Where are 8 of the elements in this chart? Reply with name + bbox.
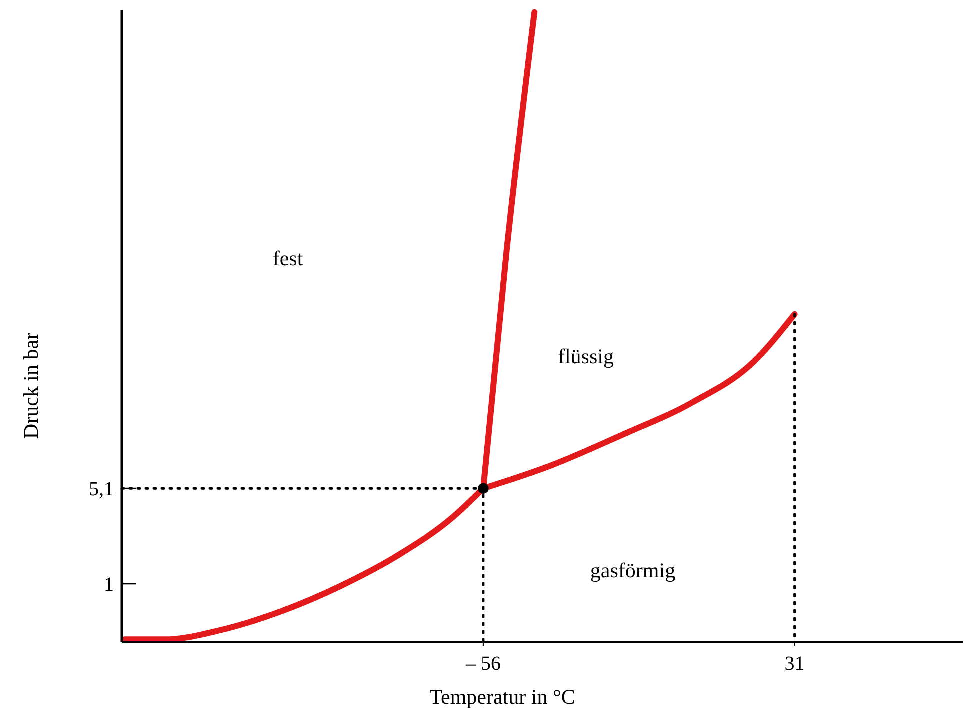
- annotation: flüssig: [558, 344, 614, 368]
- annotation: fest: [272, 246, 304, 270]
- y-tick-label: 5,1: [89, 478, 114, 501]
- x-tick-label: 31: [784, 653, 805, 675]
- y-tick-label: 1: [104, 574, 114, 596]
- x-tick-label: – 56: [464, 653, 501, 675]
- y-axis-title: Druck in bar: [19, 332, 43, 440]
- annotation: gasförmig: [590, 558, 676, 582]
